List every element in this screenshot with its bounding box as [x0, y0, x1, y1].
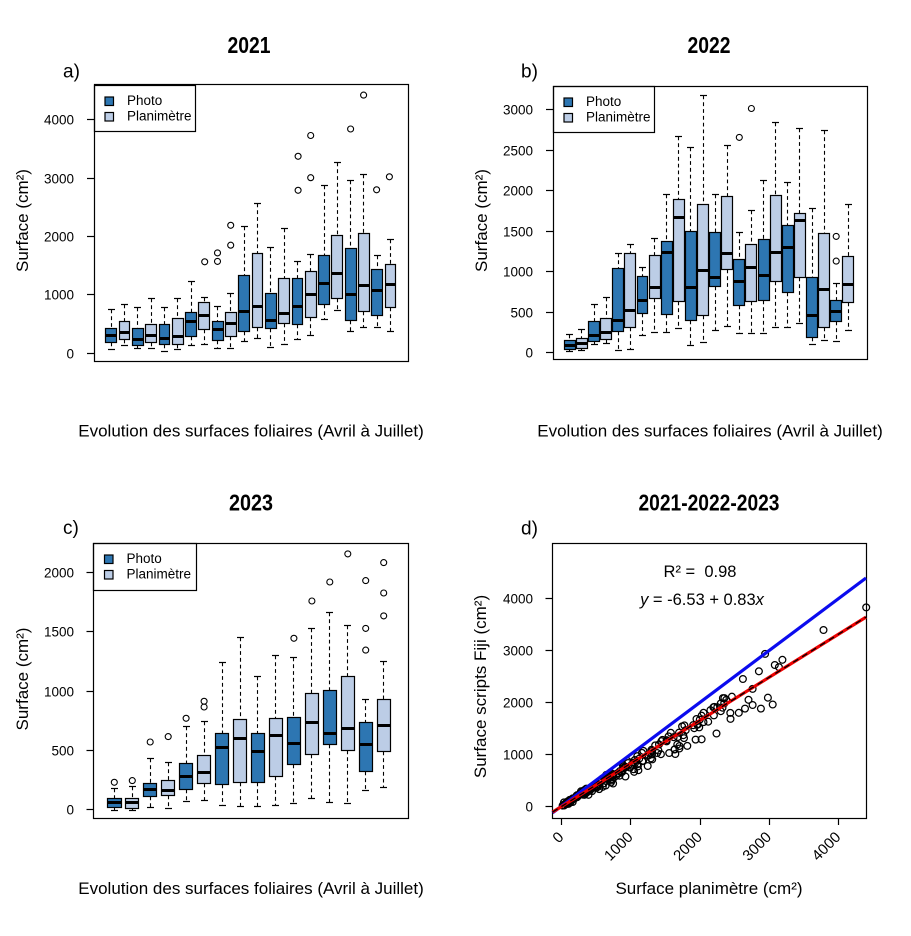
- svg-text:Surface planimètre (cm²): Surface planimètre (cm²): [615, 879, 802, 898]
- svg-text:0: 0: [525, 799, 533, 814]
- svg-text:Evolution des surfaces foliair: Evolution des surfaces foliaires (Avril …: [78, 422, 424, 441]
- svg-text:c): c): [63, 518, 79, 539]
- svg-text:Photo: Photo: [127, 551, 162, 566]
- svg-text:3000: 3000: [44, 171, 74, 186]
- svg-text:1500: 1500: [44, 624, 74, 639]
- svg-text:1000: 1000: [44, 287, 74, 302]
- svg-text:Planimètre: Planimètre: [586, 110, 651, 125]
- svg-text:0: 0: [66, 802, 74, 817]
- svg-text:Evolution des surfaces foliair: Evolution des surfaces foliaires (Avril …: [537, 422, 883, 441]
- svg-text:1500: 1500: [503, 224, 533, 239]
- svg-text:2021-2022-2023: 2021-2022-2023: [639, 490, 780, 516]
- svg-text:Photo: Photo: [586, 94, 621, 109]
- svg-text:4000: 4000: [44, 112, 74, 127]
- svg-text:2021: 2021: [228, 32, 271, 58]
- svg-text:2500: 2500: [503, 143, 533, 158]
- svg-text:Surface (cm²): Surface (cm²): [13, 628, 32, 731]
- svg-text:2000: 2000: [503, 183, 533, 198]
- svg-text:1000: 1000: [44, 684, 74, 699]
- svg-text:y = -6.53 + 0.83x: y = -6.53 + 0.83x: [639, 591, 765, 609]
- svg-text:2000: 2000: [503, 695, 533, 710]
- svg-text:d): d): [521, 519, 538, 540]
- svg-text:2000: 2000: [44, 229, 74, 244]
- svg-text:Surface (cm²): Surface (cm²): [472, 169, 491, 272]
- svg-text:Surface scripts Fiji (cm²): Surface scripts Fiji (cm²): [471, 595, 490, 778]
- svg-text:b): b): [521, 62, 538, 83]
- svg-text:Planimètre: Planimètre: [127, 567, 192, 582]
- svg-text:Evolution des surfaces foliair: Evolution des surfaces foliaires (Avril …: [78, 879, 424, 898]
- svg-text:3000: 3000: [503, 102, 533, 117]
- svg-text:1000: 1000: [503, 747, 533, 762]
- svg-text:2000: 2000: [44, 565, 74, 580]
- svg-text:500: 500: [510, 305, 533, 320]
- svg-text:3000: 3000: [503, 643, 533, 658]
- svg-text:0: 0: [66, 346, 74, 361]
- svg-text:Surface (cm²): Surface (cm²): [13, 169, 32, 272]
- svg-text:4000: 4000: [503, 591, 533, 606]
- svg-text:500: 500: [51, 743, 74, 758]
- svg-text:Planimètre: Planimètre: [127, 109, 192, 124]
- svg-text:R² = 0.98: R² = 0.98: [664, 563, 737, 581]
- svg-text:1000: 1000: [503, 264, 533, 279]
- svg-text:2023: 2023: [229, 490, 273, 516]
- svg-text:2022: 2022: [688, 32, 731, 58]
- svg-text:a): a): [63, 62, 80, 83]
- svg-text:Photo: Photo: [127, 93, 162, 108]
- svg-text:0: 0: [525, 345, 533, 360]
